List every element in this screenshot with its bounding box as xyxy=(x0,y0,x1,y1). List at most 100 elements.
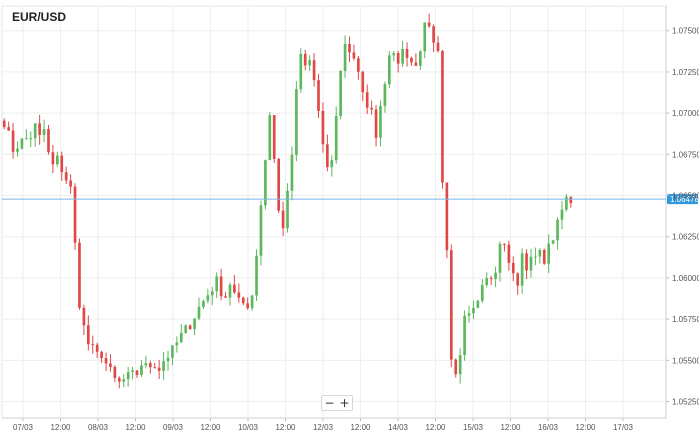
zoom-in-button[interactable]: + xyxy=(339,396,350,410)
candle-up xyxy=(392,53,396,56)
x-tick-label: 07/03 xyxy=(13,423,34,432)
x-tick-label: 12:00 xyxy=(575,423,596,432)
candle-down xyxy=(281,210,285,229)
candle-up xyxy=(250,295,254,309)
grid-layer xyxy=(1,5,667,419)
candles-layer xyxy=(2,13,573,389)
candle-down xyxy=(326,144,329,168)
candle-up xyxy=(33,123,37,139)
candle-up xyxy=(42,129,46,135)
candle-up xyxy=(202,300,205,307)
x-tick-label: 12:00 xyxy=(125,423,146,432)
candle-up xyxy=(423,22,427,52)
candle-down xyxy=(396,53,400,64)
candle-up xyxy=(547,243,551,264)
candle-up xyxy=(467,313,471,316)
symbol-title: EUR/USD xyxy=(12,10,67,24)
candle-down xyxy=(47,129,50,153)
candle-up xyxy=(193,318,196,330)
candle-up xyxy=(472,307,475,314)
candle-down xyxy=(73,186,77,243)
candle-up xyxy=(538,249,542,257)
candle-down xyxy=(86,325,90,345)
x-tick-label: 12:00 xyxy=(350,423,371,432)
candle-up xyxy=(330,160,334,168)
candle-down xyxy=(153,367,157,369)
candle-down xyxy=(272,115,276,159)
x-tick-label: 10/03 xyxy=(238,423,259,432)
candle-up xyxy=(498,243,502,273)
candle-up xyxy=(255,255,258,296)
candle-down xyxy=(436,42,440,51)
candle-up xyxy=(290,154,294,191)
candle-down xyxy=(60,155,64,173)
candle-up xyxy=(520,253,524,286)
y-tick-label: 1.05250 xyxy=(672,398,699,407)
candle-up xyxy=(228,284,232,298)
candle-down xyxy=(317,80,320,111)
candle-up xyxy=(551,240,555,244)
candle-down xyxy=(78,242,81,308)
candle-up xyxy=(383,84,387,106)
y-tick-label: 1.07000 xyxy=(672,109,699,118)
candle-down xyxy=(64,172,68,181)
y-tick-label: 1.06250 xyxy=(672,233,699,242)
candle-down xyxy=(374,109,378,138)
candle-down xyxy=(224,296,227,298)
y-tick-label: 1.05750 xyxy=(672,315,699,324)
candle-down xyxy=(427,22,431,27)
candle-up xyxy=(494,272,497,280)
candle-down xyxy=(237,292,241,298)
candle-up xyxy=(206,295,210,301)
candle-up xyxy=(131,370,134,373)
candle-up xyxy=(215,276,219,292)
candle-up xyxy=(463,315,466,355)
candle-up xyxy=(166,357,170,362)
x-tick-label: 17/03 xyxy=(613,423,634,432)
candle-up xyxy=(299,53,303,90)
candle-down xyxy=(357,58,360,72)
current-price-tag xyxy=(667,194,698,205)
candle-down xyxy=(503,243,506,245)
candle-up xyxy=(286,190,289,229)
candle-down xyxy=(100,351,103,359)
candle-down xyxy=(117,377,121,382)
candle-down xyxy=(405,48,409,58)
x-tick-label: 12:00 xyxy=(500,423,521,432)
candle-up xyxy=(20,138,24,149)
x-tick-label: 12:00 xyxy=(425,423,446,432)
candle-down xyxy=(516,273,520,286)
candle-up xyxy=(339,70,342,116)
candle-up xyxy=(529,256,533,271)
y-tick-label: 1.06500 xyxy=(672,192,699,201)
candle-up xyxy=(140,365,143,375)
candle-down xyxy=(38,123,41,135)
candle-up xyxy=(179,332,183,343)
candle-down xyxy=(348,43,351,53)
candle-down xyxy=(410,57,413,63)
candle-down xyxy=(303,53,307,66)
candle-down xyxy=(489,278,493,280)
candle-down xyxy=(432,26,435,43)
candle-up xyxy=(476,300,480,308)
candle-down xyxy=(7,127,10,131)
candle-down xyxy=(454,359,458,375)
zoom-out-button[interactable]: − xyxy=(324,396,335,410)
candle-up xyxy=(264,160,267,206)
candle-down xyxy=(148,363,152,368)
candle-up xyxy=(197,306,201,319)
candle-down xyxy=(157,367,161,371)
candle-down xyxy=(188,325,192,330)
candle-up xyxy=(268,115,272,161)
candle-down xyxy=(445,182,449,251)
candle-down xyxy=(321,110,325,145)
candle-up xyxy=(184,325,188,333)
candle-up xyxy=(343,43,347,71)
candle-up xyxy=(534,256,537,258)
candle-up xyxy=(556,219,559,241)
candle-up xyxy=(485,278,489,286)
x-tick-label: 12:00 xyxy=(275,423,296,432)
y-tick-label: 1.06000 xyxy=(672,274,699,283)
